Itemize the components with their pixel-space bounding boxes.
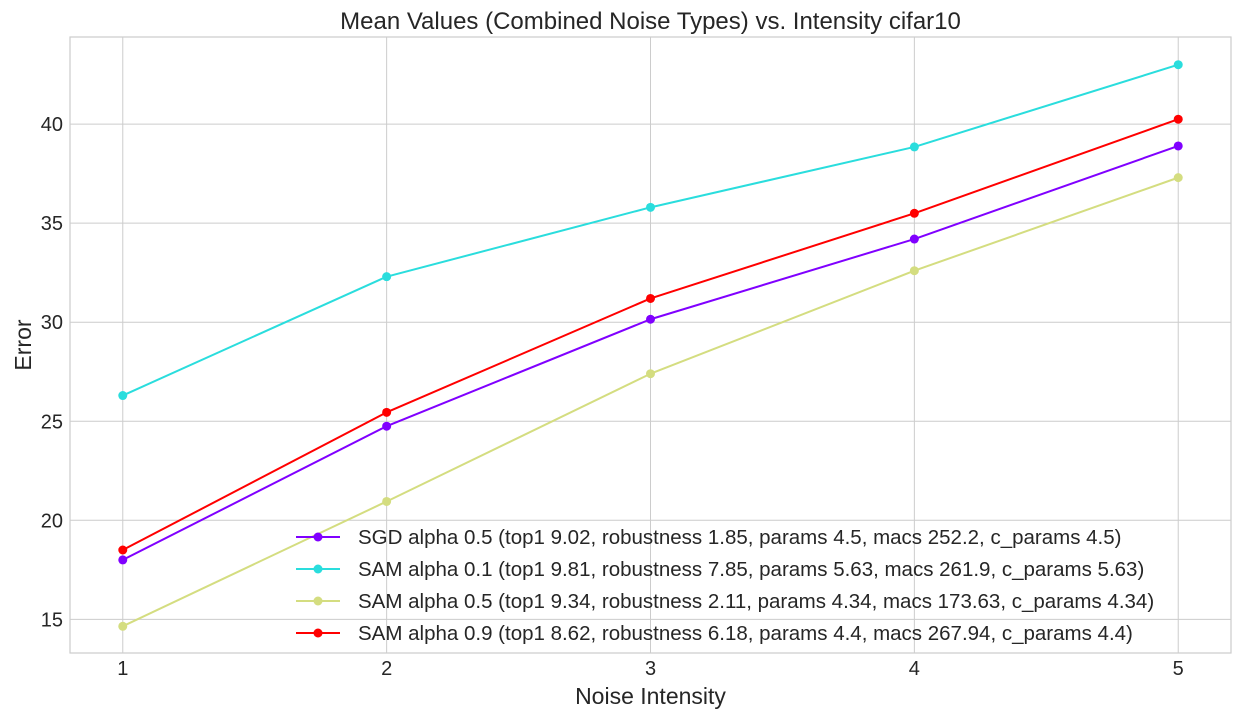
legend-entry: SAM alpha 0.1 (top1 9.81, robustness 7.8… <box>296 558 1144 581</box>
legend-marker <box>313 564 323 574</box>
legend-entry: SAM alpha 0.9 (top1 8.62, robustness 6.1… <box>296 622 1133 645</box>
data-point <box>909 234 919 244</box>
series-3 <box>118 173 1183 631</box>
y-tick-label: 40 <box>41 114 63 136</box>
data-point <box>1173 173 1183 183</box>
legend-label: SGD alpha 0.5 (top1 9.02, robustness 1.8… <box>358 526 1121 549</box>
data-point <box>118 621 128 631</box>
y-tick-label: 30 <box>41 312 63 334</box>
series-1 <box>118 141 1183 565</box>
data-point <box>118 555 128 565</box>
data-point <box>118 391 128 401</box>
data-point <box>646 314 655 324</box>
y-tick-label: 35 <box>41 213 63 235</box>
data-point <box>909 266 919 276</box>
data-point <box>382 421 392 431</box>
y-tick-label: 25 <box>41 411 63 433</box>
x-tick-label: 5 <box>1173 658 1184 680</box>
x-tick-label: 4 <box>909 658 920 680</box>
data-point <box>646 369 655 379</box>
data-point <box>646 293 655 303</box>
x-tick-label: 3 <box>645 658 656 680</box>
y-tick-label: 20 <box>41 510 63 532</box>
data-point <box>118 545 128 555</box>
data-point <box>382 407 392 417</box>
x-axis-label: Noise Intensity <box>575 683 726 709</box>
legend-entry: SGD alpha 0.5 (top1 9.02, robustness 1.8… <box>296 526 1121 549</box>
y-axis-label: Error <box>10 319 36 370</box>
data-point <box>382 496 392 506</box>
data-point <box>382 272 392 282</box>
series-4 <box>118 114 1183 555</box>
chart-title: Mean Values (Combined Noise Types) vs. I… <box>340 8 961 35</box>
x-tick-label: 2 <box>381 658 392 680</box>
tick-labels: 1 2 3 4 5 15 20 25 30 35 40 <box>41 114 1184 680</box>
series-group <box>118 60 1183 631</box>
data-point <box>1173 114 1183 124</box>
legend-label: SAM alpha 0.5 (top1 9.34, robustness 2.1… <box>358 590 1154 613</box>
x-tick-label: 1 <box>117 658 128 680</box>
legend-label: SAM alpha 0.1 (top1 9.81, robustness 7.8… <box>358 558 1144 581</box>
plot-frame <box>69 36 1232 654</box>
data-point <box>909 142 919 152</box>
legend-marker <box>313 596 323 606</box>
data-point <box>1173 141 1183 151</box>
data-point <box>1173 60 1183 70</box>
y-tick-label: 15 <box>41 609 63 631</box>
data-point <box>646 202 655 212</box>
series-2 <box>118 60 1183 401</box>
legend-entry: SAM alpha 0.5 (top1 9.34, robustness 2.1… <box>296 590 1154 613</box>
data-point <box>909 208 919 218</box>
legend-label: SAM alpha 0.9 (top1 8.62, robustness 6.1… <box>358 622 1133 645</box>
legend: SGD alpha 0.5 (top1 9.02, robustness 1.8… <box>296 526 1154 645</box>
legend-marker <box>313 628 323 638</box>
legend-marker <box>313 532 323 542</box>
